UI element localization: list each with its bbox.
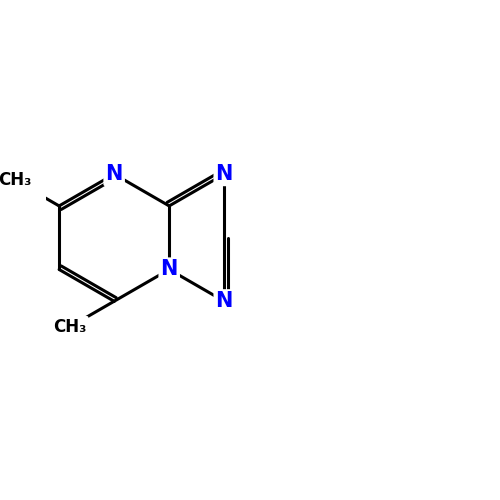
- Text: CH₃: CH₃: [54, 318, 87, 336]
- Text: N: N: [106, 164, 123, 184]
- Text: N: N: [160, 260, 178, 280]
- Text: N: N: [216, 164, 233, 184]
- Text: N: N: [216, 292, 233, 312]
- Text: CH₃: CH₃: [0, 172, 32, 190]
